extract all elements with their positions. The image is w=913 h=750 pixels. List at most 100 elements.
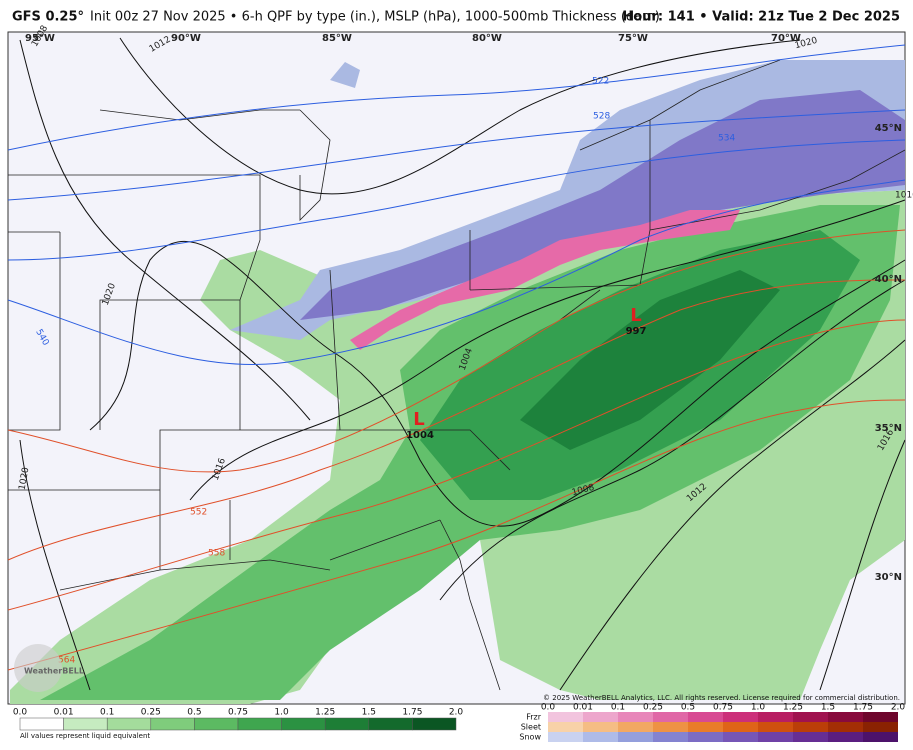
color-swatch	[618, 712, 653, 722]
color-swatch	[583, 712, 618, 722]
legend-tick-label: 0.1	[611, 703, 625, 713]
thickness-line	[7, 319, 906, 611]
legend-tick-label: 0.0	[541, 703, 556, 713]
valid-time: Hour: 141 • Valid: 21z Tue 2 Dec 2025	[622, 10, 900, 25]
thickness-line	[7, 229, 906, 473]
color-swatch	[653, 732, 688, 742]
isobar-label: 1016	[895, 191, 913, 201]
legend: All values represent liquid equivalent F…	[13, 703, 906, 742]
color-swatch	[618, 732, 653, 742]
legend-tick-label: 0.75	[713, 703, 733, 713]
thickness-label: 528	[593, 112, 610, 122]
map-title: Init 00z 27 Nov 2025 • 6-h QPF by type (…	[90, 10, 660, 25]
map-area: 95°W 90°W 85°W 80°W 75°W 70°W 45°N 40°N …	[7, 24, 913, 705]
color-swatch	[758, 732, 793, 742]
color-swatch	[368, 717, 413, 731]
color-swatch	[758, 722, 793, 732]
color-swatch	[583, 732, 618, 742]
color-swatch	[863, 732, 898, 742]
color-swatch	[412, 717, 457, 731]
longitude-label: 85°W	[322, 33, 352, 44]
legend-tick-label: 0.1	[100, 708, 114, 718]
state-borders	[8, 59, 906, 691]
precip-type-label: Frzr	[526, 713, 542, 722]
isobar	[819, 439, 906, 691]
isobar	[189, 199, 906, 501]
legend-tick-label: 2.0	[891, 703, 906, 713]
sleet-freezing-rain	[350, 210, 740, 350]
isobar-label: 1020	[18, 466, 32, 491]
color-swatch	[723, 722, 758, 732]
longitude-label: 70°W	[771, 33, 801, 44]
color-swatch	[281, 717, 326, 731]
color-swatch	[19, 717, 64, 731]
thickness-label: 564	[58, 656, 75, 666]
color-swatch	[653, 712, 688, 722]
legend-tick-label: 0.25	[141, 708, 161, 718]
color-swatch	[793, 712, 828, 722]
color-swatch	[618, 722, 653, 732]
thickness-line	[7, 44, 906, 151]
color-swatch	[793, 722, 828, 732]
legend-tick-label: 0.01	[54, 708, 74, 718]
snow-moderate	[300, 90, 905, 320]
thickness-label: 522	[592, 77, 609, 87]
color-swatch	[324, 717, 370, 731]
legend-tick-label: 1.75	[402, 708, 422, 718]
thickness-label: 558	[208, 549, 225, 559]
legend-tick-label: 0.01	[573, 703, 593, 713]
legend-tick-label: 0.0	[13, 708, 28, 718]
color-swatch	[150, 717, 195, 731]
color-swatch	[828, 712, 863, 722]
isobar	[89, 240, 906, 527]
legend-tick-label: 1.5	[821, 703, 835, 713]
watermark: WeatherBELL	[24, 667, 84, 676]
color-swatch	[863, 712, 898, 722]
color-swatch	[688, 722, 723, 732]
low-pressure: 997	[626, 326, 647, 337]
color-swatch	[63, 717, 108, 731]
copyright: © 2025 WeatherBELL Analytics, LLC. All r…	[543, 694, 900, 702]
color-swatch	[548, 732, 583, 742]
color-swatch	[653, 722, 688, 732]
rain-very-heavy	[520, 270, 780, 450]
color-swatch	[723, 732, 758, 742]
low-symbol: L	[413, 409, 424, 430]
legend-tick-label: 1.25	[783, 703, 803, 713]
snow-light	[330, 62, 360, 88]
longitude-label: 90°W	[171, 33, 201, 44]
low-pressure: 1004	[406, 430, 434, 441]
isobar	[19, 439, 91, 691]
color-swatch	[688, 732, 723, 742]
legend-tick-label: 1.0	[274, 708, 289, 718]
isobar	[559, 339, 906, 691]
precip-type-label: Snow	[519, 733, 541, 742]
isobar	[19, 39, 311, 421]
thickness-label: 552	[190, 508, 207, 518]
latitude-label: 45°N	[875, 123, 902, 134]
latitude-label: 40°N	[875, 274, 902, 285]
longitude-label: 80°W	[472, 33, 502, 44]
color-swatch	[583, 722, 618, 732]
color-swatch	[548, 722, 583, 732]
low-symbol: L	[630, 305, 641, 326]
longitude-label: 75°W	[618, 33, 648, 44]
legend-tick-label: 1.0	[751, 703, 766, 713]
thickness-line	[7, 139, 906, 261]
legend-tick-label: 1.25	[315, 708, 335, 718]
legend-tick-label: 0.75	[228, 708, 248, 718]
legend-tick-label: 0.5	[187, 708, 201, 718]
precip-type-label: Sleet	[521, 723, 541, 732]
legend-tick-label: 0.25	[643, 703, 663, 713]
thickness-line	[7, 279, 906, 561]
thickness-line	[7, 399, 906, 671]
color-swatch	[688, 712, 723, 722]
color-swatch	[758, 712, 793, 722]
color-swatch	[723, 712, 758, 722]
longitude-label: 95°W	[25, 33, 55, 44]
model-name: GFS 0.25°	[12, 10, 84, 25]
color-swatch	[793, 732, 828, 742]
latitude-label: 35°N	[875, 423, 902, 434]
thickness-line	[7, 179, 906, 366]
